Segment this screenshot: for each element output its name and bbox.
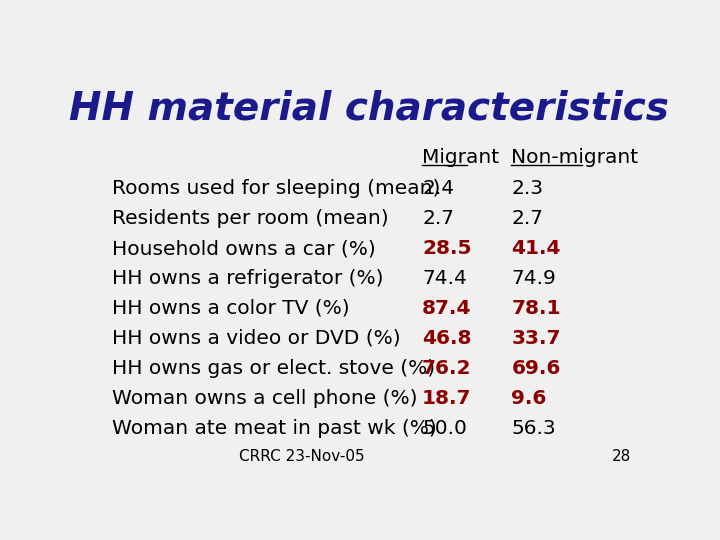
Text: Migrant: Migrant xyxy=(422,148,499,167)
Text: Woman owns a cell phone (%): Woman owns a cell phone (%) xyxy=(112,389,418,408)
Text: 2.4: 2.4 xyxy=(422,179,454,198)
Text: 78.1: 78.1 xyxy=(511,299,561,318)
Text: 28.5: 28.5 xyxy=(422,239,472,258)
Text: CRRC 23-Nov-05: CRRC 23-Nov-05 xyxy=(239,449,365,464)
Text: Non-migrant: Non-migrant xyxy=(511,148,639,167)
Text: 46.8: 46.8 xyxy=(422,329,472,348)
Text: 56.3: 56.3 xyxy=(511,418,556,437)
Text: 18.7: 18.7 xyxy=(422,389,472,408)
Text: HH owns gas or elect. stove (%): HH owns gas or elect. stove (%) xyxy=(112,359,436,378)
Text: Rooms used for sleeping (mean): Rooms used for sleeping (mean) xyxy=(112,179,441,198)
Text: 2.7: 2.7 xyxy=(511,209,544,228)
Text: 74.4: 74.4 xyxy=(422,269,467,288)
Text: HH owns a video or DVD (%): HH owns a video or DVD (%) xyxy=(112,329,401,348)
Text: HH material characteristics: HH material characteristics xyxy=(69,90,669,128)
Text: 50.0: 50.0 xyxy=(422,418,467,437)
Text: 33.7: 33.7 xyxy=(511,329,561,348)
Text: 41.4: 41.4 xyxy=(511,239,561,258)
Text: 2.7: 2.7 xyxy=(422,209,454,228)
Text: 2.3: 2.3 xyxy=(511,179,544,198)
Text: 28: 28 xyxy=(612,449,631,464)
Text: 9.6: 9.6 xyxy=(511,389,546,408)
Text: 76.2: 76.2 xyxy=(422,359,472,378)
Text: 87.4: 87.4 xyxy=(422,299,472,318)
Text: HH owns a refrigerator (%): HH owns a refrigerator (%) xyxy=(112,269,384,288)
Text: 69.6: 69.6 xyxy=(511,359,561,378)
Text: Household owns a car (%): Household owns a car (%) xyxy=(112,239,376,258)
Text: Residents per room (mean): Residents per room (mean) xyxy=(112,209,389,228)
Text: Woman ate meat in past wk (%): Woman ate meat in past wk (%) xyxy=(112,418,437,437)
Text: 74.9: 74.9 xyxy=(511,269,556,288)
Text: HH owns a color TV (%): HH owns a color TV (%) xyxy=(112,299,350,318)
